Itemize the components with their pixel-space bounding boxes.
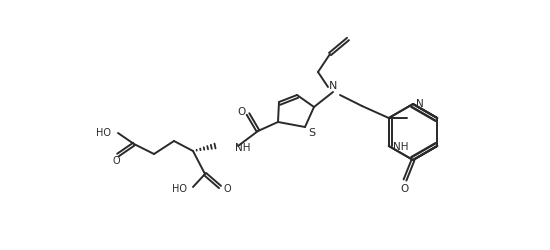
Text: O: O [401,183,409,193]
Text: O: O [112,156,120,165]
Text: O: O [223,183,230,193]
Text: NH: NH [393,142,408,152]
Text: S: S [309,128,316,138]
Text: O: O [238,106,246,117]
Text: HO: HO [172,183,187,193]
Text: HO: HO [96,128,111,138]
Text: N: N [416,98,424,108]
Text: N: N [329,81,337,91]
Text: NH: NH [235,142,250,152]
